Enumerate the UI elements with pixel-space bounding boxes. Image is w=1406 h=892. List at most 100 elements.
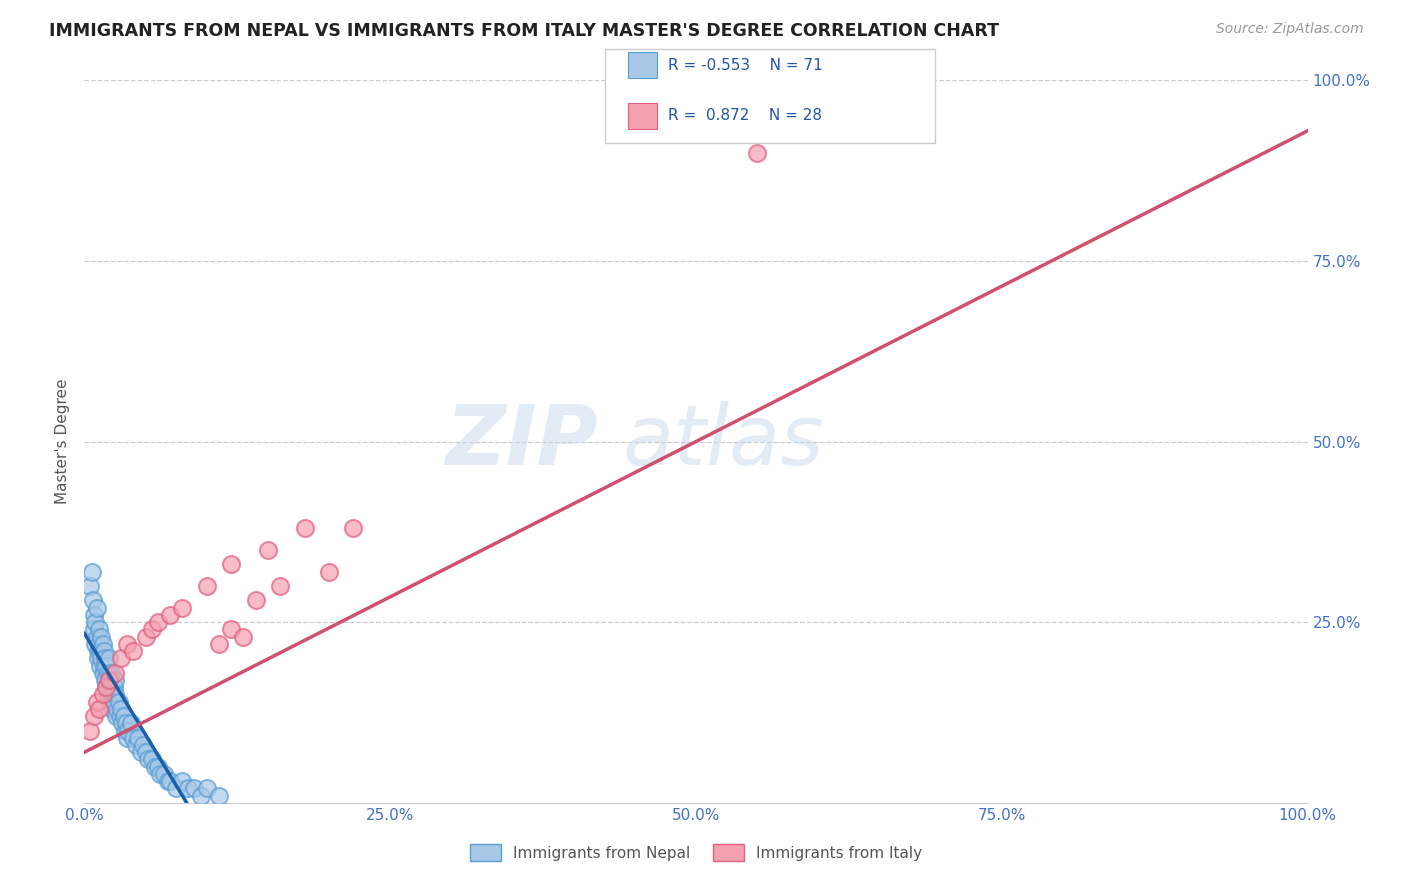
Point (132, 738, 155, 752)
Point (122, 731, 145, 745)
Point (100, 687, 122, 701)
Point (110, 651, 132, 665)
Point (342, 521, 364, 535)
Point (94, 673, 117, 687)
Y-axis label: Master's Degree: Master's Degree (55, 379, 70, 504)
Point (257, 542, 280, 557)
Point (747, 145, 769, 160)
Point (86, 695, 108, 709)
Point (96, 680, 118, 694)
Text: ZIP: ZIP (446, 401, 598, 482)
Point (110, 702, 132, 716)
Point (101, 702, 124, 716)
Point (127, 731, 149, 745)
Point (232, 630, 254, 644)
Point (141, 623, 163, 637)
Point (115, 731, 138, 745)
Point (103, 680, 125, 694)
Point (90, 651, 112, 665)
Point (107, 695, 129, 709)
Point (87, 651, 110, 665)
Point (115, 716, 138, 731)
Point (80, 565, 103, 579)
Point (177, 781, 200, 796)
Point (141, 752, 163, 766)
Point (82, 593, 104, 607)
Point (93, 644, 115, 658)
Point (97, 673, 120, 687)
Point (98, 695, 121, 709)
Point (190, 789, 212, 803)
Point (136, 752, 159, 766)
Point (195, 781, 218, 796)
Point (172, 774, 194, 789)
Point (146, 615, 169, 630)
Point (114, 723, 136, 738)
Text: IMMIGRANTS FROM NEPAL VS IMMIGRANTS FROM ITALY MASTER'S DEGREE CORRELATION CHART: IMMIGRANTS FROM NEPAL VS IMMIGRANTS FROM… (49, 22, 1000, 40)
Point (135, 630, 157, 644)
Point (146, 760, 169, 774)
Point (245, 593, 267, 607)
Point (117, 723, 139, 738)
Point (195, 579, 218, 593)
Point (97, 673, 120, 687)
Point (120, 716, 142, 731)
Point (159, 607, 181, 622)
Point (94, 651, 117, 665)
Point (108, 709, 131, 723)
Point (153, 767, 176, 781)
Point (135, 745, 157, 759)
Point (90, 630, 112, 644)
Point (208, 637, 231, 651)
Point (89, 644, 111, 658)
Point (125, 738, 148, 752)
Point (83, 623, 105, 637)
Point (115, 637, 138, 651)
Point (149, 767, 172, 781)
Point (104, 665, 127, 680)
Point (87, 702, 110, 716)
Point (172, 600, 194, 615)
Point (104, 687, 127, 701)
Point (98, 680, 121, 694)
Point (83, 709, 105, 723)
Point (84, 637, 107, 651)
Legend: Immigrants from Nepal, Immigrants from Italy: Immigrants from Nepal, Immigrants from I… (464, 838, 928, 867)
Point (103, 695, 125, 709)
Point (219, 558, 242, 572)
Point (208, 789, 231, 803)
Point (79, 723, 101, 738)
Point (89, 658, 111, 673)
Text: Source: ZipAtlas.com: Source: ZipAtlas.com (1216, 22, 1364, 37)
Point (87, 644, 110, 658)
Point (318, 565, 340, 579)
Point (91, 637, 114, 651)
Point (96, 680, 118, 694)
Point (269, 579, 291, 593)
Point (86, 630, 108, 644)
Point (97, 651, 120, 665)
Point (105, 709, 128, 723)
Point (219, 623, 242, 637)
Point (79, 579, 101, 593)
Point (83, 607, 105, 622)
Point (91, 687, 114, 701)
Point (129, 745, 152, 759)
Text: atlas: atlas (623, 401, 824, 482)
Point (143, 760, 166, 774)
Point (122, 644, 145, 658)
Point (165, 781, 187, 796)
Point (97, 665, 120, 680)
Point (97, 687, 120, 701)
Point (96, 658, 118, 673)
Point (159, 774, 181, 789)
Point (87, 637, 110, 651)
Point (111, 716, 134, 731)
Point (86, 600, 108, 615)
Point (87, 623, 110, 637)
Point (100, 665, 122, 680)
Point (156, 774, 179, 789)
Point (93, 658, 115, 673)
Point (104, 673, 127, 687)
Point (91, 665, 114, 680)
